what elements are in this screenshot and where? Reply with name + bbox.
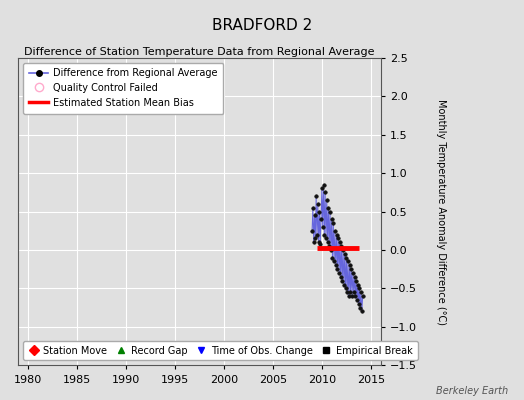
- Estimated Station Mean Bias: [314, 246, 320, 251]
- Difference from Regional Average: [359, 294, 366, 298]
- Difference from Regional Average: [358, 290, 364, 295]
- Estimated Station Mean Bias: [356, 246, 362, 251]
- Difference from Regional Average: [359, 309, 365, 314]
- Difference from Regional Average: [345, 259, 351, 264]
- Difference from Regional Average: [320, 182, 326, 187]
- Difference from Regional Average: [335, 236, 341, 241]
- Difference from Regional Average: [324, 198, 330, 202]
- Difference from Regional Average: [325, 205, 332, 210]
- Difference from Regional Average: [309, 228, 315, 233]
- Difference from Regional Average: [333, 232, 340, 237]
- Title: Difference of Station Temperature Data from Regional Average: Difference of Station Temperature Data f…: [24, 47, 375, 57]
- Text: BRADFORD 2: BRADFORD 2: [212, 18, 312, 33]
- Legend: Station Move, Record Gap, Time of Obs. Change, Empirical Break: Station Move, Record Gap, Time of Obs. C…: [23, 341, 418, 360]
- Text: Berkeley Earth: Berkeley Earth: [436, 386, 508, 396]
- Y-axis label: Monthly Temperature Anomaly Difference (°C): Monthly Temperature Anomaly Difference (…: [436, 98, 446, 324]
- Line: Difference from Regional Average: Difference from Regional Average: [310, 183, 364, 313]
